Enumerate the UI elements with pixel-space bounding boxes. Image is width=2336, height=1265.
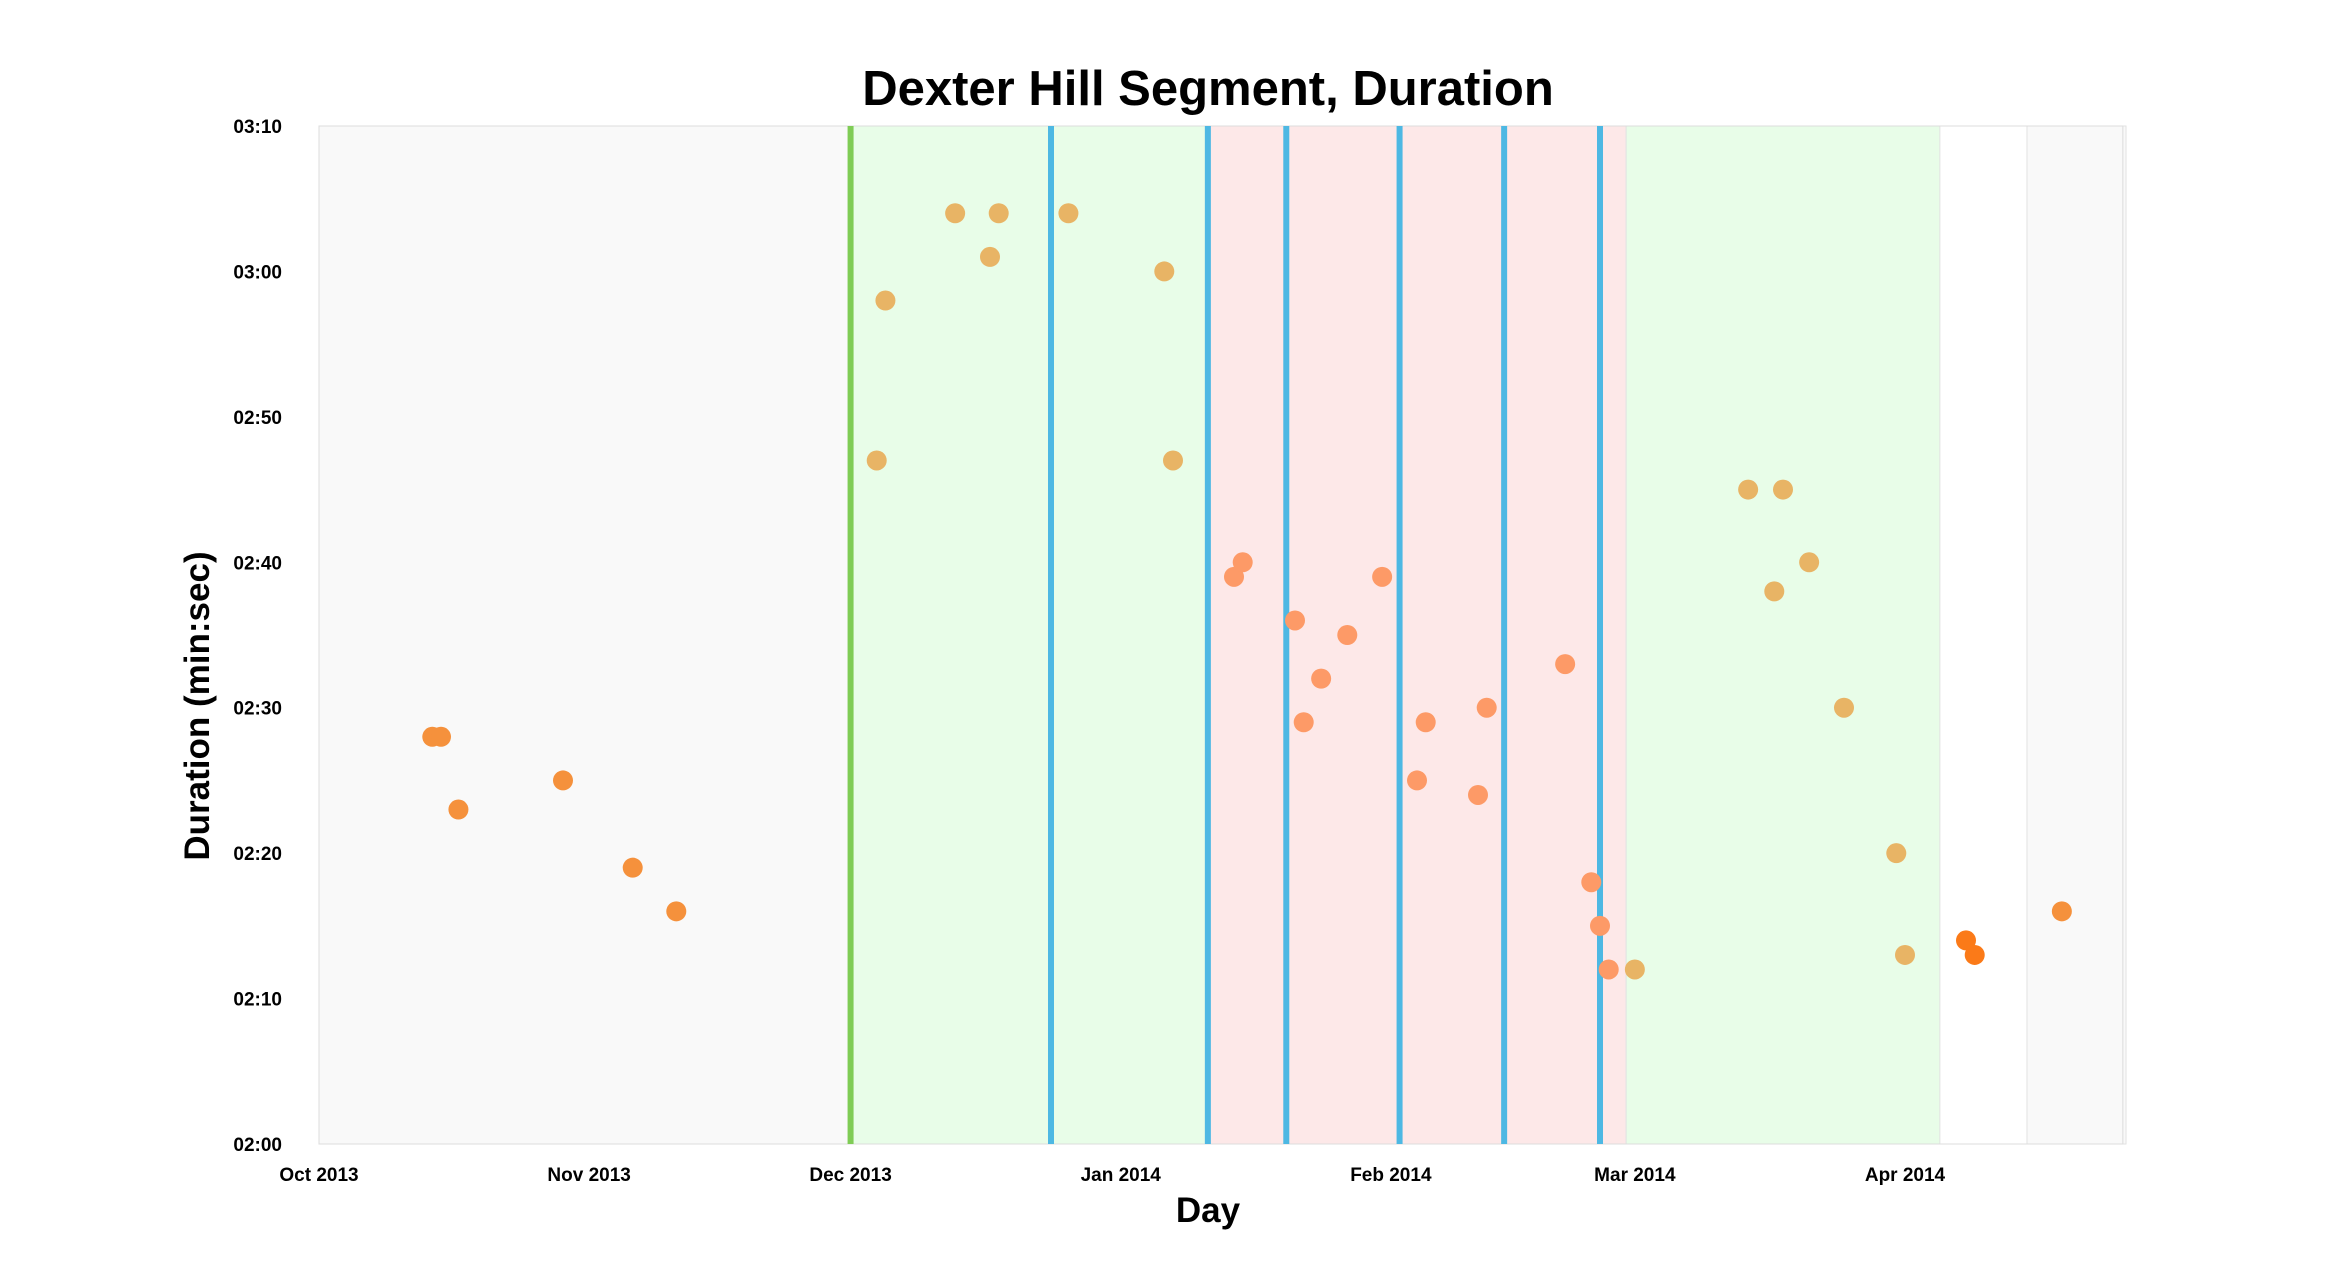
data-point-1-14 bbox=[1895, 944, 1915, 965]
x-tick-label-3: Jan 2014 bbox=[1081, 1165, 1162, 1186]
y-tick-label-0: 02:00 bbox=[233, 1135, 282, 1156]
background-region-3 bbox=[1625, 125, 1941, 1145]
data-point-2-3 bbox=[1293, 712, 1314, 733]
data-point-2-13 bbox=[1590, 915, 1610, 936]
y-tick-label-2: 02:20 bbox=[233, 844, 282, 865]
background-region-2 bbox=[1207, 125, 1627, 1145]
background-region-0 bbox=[318, 125, 852, 1145]
x-tick-label-0: Oct 2013 bbox=[279, 1165, 358, 1186]
data-points bbox=[422, 203, 2072, 980]
background-region-4 bbox=[2026, 125, 2127, 1145]
chart-title: Dexter Hill Segment, Duration bbox=[862, 62, 1554, 116]
data-point-2-0 bbox=[1224, 566, 1244, 587]
data-point-2-10 bbox=[1476, 697, 1497, 718]
background-region-1 bbox=[850, 125, 1209, 1145]
data-point-0-1 bbox=[431, 726, 451, 747]
x-tick-label-1: Nov 2013 bbox=[547, 1165, 630, 1186]
x-tick-label-2: Dec 2013 bbox=[809, 1165, 891, 1186]
data-point-1-2 bbox=[945, 203, 966, 224]
y-tick-label-7: 03:10 bbox=[233, 117, 282, 138]
data-point-1-0 bbox=[866, 450, 887, 471]
y-tick-label-5: 02:50 bbox=[233, 408, 282, 429]
data-point-1-15 bbox=[1624, 959, 1645, 980]
y-tick-label-6: 03:00 bbox=[233, 262, 282, 283]
data-point-1-6 bbox=[1154, 261, 1175, 282]
vertical-marker-lines bbox=[847, 126, 1603, 1144]
data-point-1-10 bbox=[1773, 479, 1793, 500]
x-tick-label-6: Apr 2014 bbox=[1865, 1165, 1946, 1186]
data-point-3-1 bbox=[1964, 944, 1985, 965]
y-axis-label: Duration (min:sec) bbox=[178, 551, 217, 860]
data-point-2-6 bbox=[1372, 566, 1393, 587]
data-point-1-7 bbox=[1163, 450, 1183, 471]
x-axis-ticks: Oct 2013 Nov 2013 Dec 2013 Jan 2014 Feb 2014… bbox=[279, 1165, 1945, 1186]
data-point-0-5 bbox=[666, 901, 687, 922]
x-tick-label-4: Feb 2014 bbox=[1350, 1165, 1432, 1186]
data-point-2-11 bbox=[1555, 654, 1576, 675]
data-point-1-8 bbox=[1738, 479, 1759, 500]
y-tick-label-1: 02:10 bbox=[233, 990, 282, 1011]
data-point-2-8 bbox=[1415, 712, 1436, 733]
data-point-2-12 bbox=[1581, 872, 1602, 893]
data-point-2-1 bbox=[1232, 552, 1253, 573]
data-point-2-7 bbox=[1407, 770, 1427, 791]
data-point-1-1 bbox=[875, 290, 896, 311]
data-point-1-3 bbox=[980, 246, 1000, 267]
data-point-0-4 bbox=[622, 857, 643, 878]
y-axis-ticks: 02:00 02:10 02:20 02:30 02:40 02:50 03:00 03:10 bbox=[233, 117, 282, 1156]
y-tick-label-3: 02:30 bbox=[233, 699, 282, 720]
plot-area bbox=[318, 125, 2124, 1145]
data-point-2-4 bbox=[1311, 668, 1332, 689]
data-point-1-11 bbox=[1799, 552, 1820, 573]
data-point-0-6 bbox=[2051, 901, 2072, 922]
data-point-0-2 bbox=[448, 799, 469, 820]
background-regions bbox=[318, 125, 2127, 1145]
data-point-1-5 bbox=[1058, 203, 1079, 224]
data-point-1-13 bbox=[1886, 843, 1907, 864]
data-point-2-14 bbox=[1598, 959, 1619, 980]
data-point-1-9 bbox=[1764, 581, 1785, 602]
y-tick-label-4: 02:40 bbox=[233, 553, 282, 574]
data-point-0-3 bbox=[553, 770, 573, 791]
x-axis-label: Day bbox=[1176, 1191, 1241, 1230]
x-tick-label-5: Mar 2014 bbox=[1594, 1165, 1676, 1186]
data-point-2-9 bbox=[1468, 784, 1488, 805]
data-point-1-4 bbox=[988, 203, 1009, 224]
data-point-1-12 bbox=[1834, 697, 1854, 718]
data-point-3-0 bbox=[1956, 930, 1976, 951]
data-point-2-5 bbox=[1337, 625, 1358, 645]
data-point-2-2 bbox=[1285, 610, 1305, 631]
